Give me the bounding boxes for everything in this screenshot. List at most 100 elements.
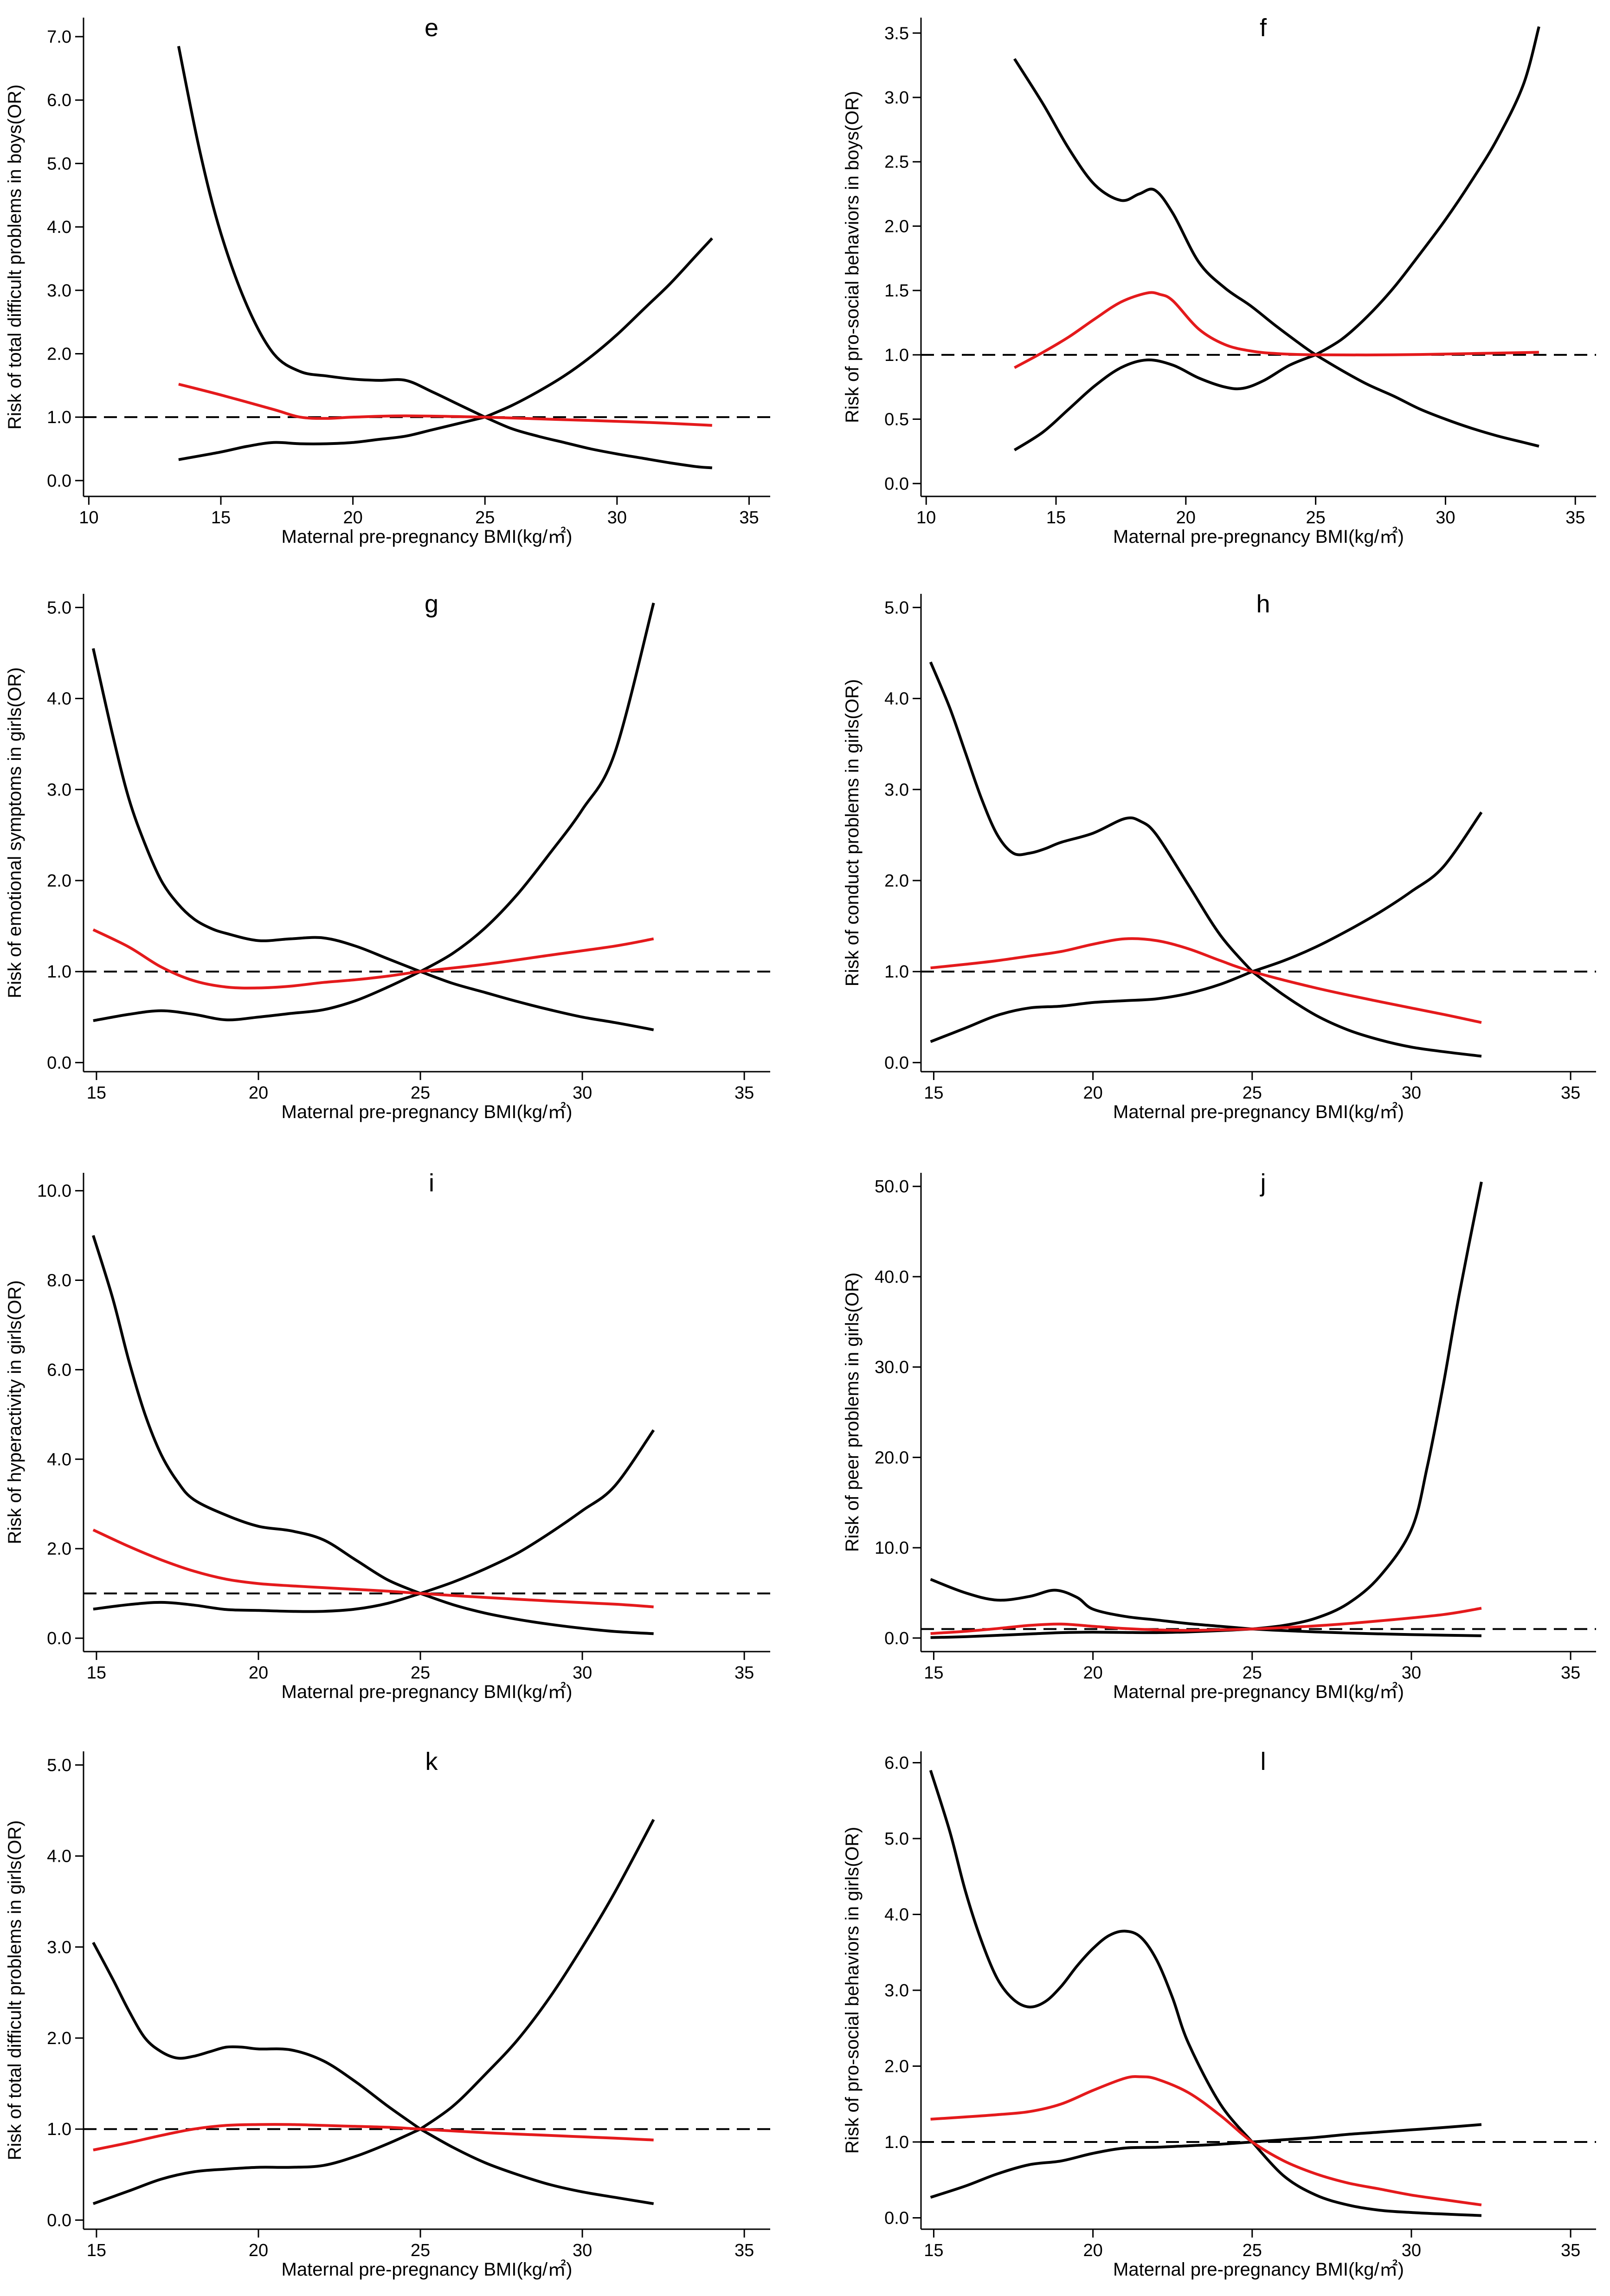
y-tick-label: 3.5	[884, 24, 909, 43]
ci-curve-upper	[1013, 58, 1317, 356]
or-curve	[930, 1607, 1482, 1635]
x-tick-label: 25	[411, 1663, 430, 1683]
y-tick-label: 30.0	[875, 1358, 909, 1377]
x-tick-label: 20	[1083, 2241, 1102, 2260]
x-tick-label: 35	[734, 1663, 754, 1683]
panel-j: 15 20 25 30 35 0.0 10.0 20.0 30.0 40.0 50.0 j Matern…	[842, 1169, 1596, 1702]
panel-e: 10 15 20 25 30 35 0.0 1.0 2.0 3.0 4.0 5.0 6.0 7.0 e Mat…	[5, 14, 770, 547]
y-axis-title: Risk of pro-social behaviors in girls(OR…	[842, 1827, 863, 2154]
x-tick-label: 20	[249, 1083, 268, 1103]
x-tick-label: 20	[343, 508, 362, 527]
x-tick-label: 35	[1561, 2241, 1580, 2260]
panel-k: 15 20 25 30 35 0.0 1.0 2.0 3.0 4.0 5.0 k Maternal pr…	[5, 1748, 770, 2280]
ci-curve-lower	[92, 2128, 421, 2205]
y-axis-title: Risk of peer problems in girls(OR)	[842, 1273, 863, 1552]
y-tick-label: 40.0	[875, 1267, 909, 1287]
ci-curve-upper	[92, 1942, 421, 2130]
y-tick-label: 0.0	[47, 1629, 71, 1648]
ci-curve-upper	[91, 648, 421, 973]
y-tick-label: 0.0	[47, 471, 71, 491]
y-tick-label: 2.0	[884, 871, 909, 891]
or-curve	[92, 1528, 654, 1608]
x-tick-label: 30	[573, 2241, 592, 2260]
y-tick-label: 1.0	[884, 962, 909, 982]
y-tick-label: 50.0	[875, 1177, 909, 1196]
y-tick-label: 0.0	[47, 2211, 71, 2230]
x-tick-label: 25	[1243, 1083, 1262, 1103]
y-tick-label: 5.0	[47, 1756, 71, 1775]
x-tick-label: 15	[1046, 508, 1066, 527]
y-tick-label: 5.0	[47, 598, 71, 617]
or-curve	[178, 383, 712, 427]
y-tick-label: 5.0	[884, 598, 909, 617]
panel-i: 15 20 25 30 35 0.0 2.0 4.0 6.0 8.0 10.0 i Maternal p…	[5, 1169, 770, 1702]
y-tick-label: 1.0	[884, 346, 909, 365]
or-curve	[930, 937, 1482, 1024]
panel-f: 10 15 20 25 30 35 0.0 0.5 1.0 1.5 2.0 2.5 3.0 3.5 f Mat…	[842, 14, 1596, 547]
x-tick-label: 30	[573, 1663, 592, 1683]
y-tick-label: 0.5	[884, 410, 909, 430]
panel-letter: f	[1260, 14, 1267, 42]
y-tick-label: 4.0	[884, 689, 909, 709]
ci-curve-lower2	[1252, 1181, 1483, 1631]
x-tick-label: 15	[87, 1083, 106, 1103]
or-curve	[1014, 291, 1539, 369]
x-tick-label: 20	[1176, 508, 1196, 527]
x-axis-title: Maternal pre-pregnancy BMI(kg/㎡)	[282, 1102, 573, 1122]
y-tick-label: 6.0	[47, 1360, 71, 1380]
panel-h: 15 20 25 30 35 0.0 1.0 2.0 3.0 4.0 5.0 h Maternal pr…	[842, 590, 1596, 1122]
ci-curve-lower2	[484, 237, 713, 418]
y-tick-label: 7.0	[47, 27, 71, 47]
y-tick-label: 2.5	[884, 153, 909, 172]
ci-curve-upper	[92, 1235, 421, 1595]
x-axis-title: Maternal pre-pregnancy BMI(kg/㎡)	[282, 1682, 573, 1702]
panel-letter: j	[1260, 1169, 1266, 1197]
ci-curve-lower2	[420, 1429, 655, 1595]
or-curve	[930, 2075, 1482, 2206]
x-tick-label: 25	[1243, 2241, 1262, 2260]
y-tick-label: 2.0	[47, 871, 71, 891]
y-tick-label: 2.0	[47, 2029, 71, 2048]
panel-letter: e	[425, 14, 438, 42]
panel-letter: h	[1256, 590, 1270, 618]
ci-curve-lower2	[419, 602, 655, 973]
y-tick-label: 4.0	[47, 1847, 71, 1866]
panel-l: 15 20 25 30 35 0.0 1.0 2.0 3.0 4.0 5.0 6.0 l Maternal…	[842, 1748, 1596, 2280]
y-tick-label: 3.0	[884, 780, 909, 800]
x-tick-label: 15	[924, 2241, 943, 2260]
ci-curve-upper2	[419, 2128, 654, 2206]
ci-curve-lower2	[1251, 970, 1482, 1058]
panel-letter: i	[429, 1169, 434, 1197]
x-tick-label: 15	[924, 1663, 943, 1683]
x-tick-label: 30	[607, 508, 627, 527]
x-tick-label: 10	[916, 508, 936, 527]
y-tick-label: 1.5	[884, 281, 909, 301]
y-tick-label: 2.0	[884, 2057, 909, 2076]
x-tick-label: 30	[1436, 508, 1455, 527]
x-tick-label: 15	[87, 1663, 106, 1683]
x-tick-label: 25	[1243, 1663, 1262, 1683]
ci-curve-upper2	[1252, 1627, 1481, 1637]
x-axis-title: Maternal pre-pregnancy BMI(kg/㎡)	[1113, 1682, 1404, 1702]
ci-curve-upper2	[1251, 2141, 1482, 2217]
x-tick-label: 35	[1565, 508, 1585, 527]
y-tick-label: 20.0	[875, 1448, 909, 1467]
x-tick-label: 20	[249, 1663, 268, 1683]
x-tick-label: 30	[1402, 1663, 1421, 1683]
x-tick-label: 35	[1561, 1083, 1580, 1103]
y-tick-label: 1.0	[47, 2120, 71, 2139]
x-axis-title: Maternal pre-pregnancy BMI(kg/㎡)	[1113, 1102, 1404, 1122]
x-tick-label: 15	[87, 2241, 106, 2260]
y-axis-title: Risk of total difficult problems in girl…	[5, 1820, 25, 2161]
y-tick-label: 6.0	[47, 91, 71, 110]
ci-curve-lower	[178, 416, 485, 461]
y-tick-label: 8.0	[47, 1271, 71, 1290]
y-axis-title: Risk of emotional symptoms in girls(OR)	[5, 667, 25, 998]
y-tick-label: 4.0	[47, 218, 71, 237]
ci-curve-lower	[1013, 354, 1316, 451]
y-tick-label: 10.0	[875, 1538, 909, 1558]
y-tick-label: 1.0	[884, 2133, 909, 2152]
ci-curve-lower	[93, 1592, 421, 1613]
y-tick-label: 4.0	[884, 1905, 909, 1925]
ci-curve-lower2	[419, 1819, 655, 2130]
